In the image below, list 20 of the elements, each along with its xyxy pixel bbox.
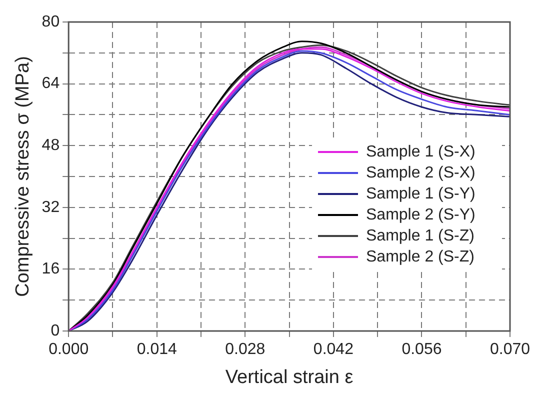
x-tick-label: 0.014 — [136, 341, 177, 358]
x-axis-title: Vertical strain ε — [225, 366, 354, 388]
y-tick-label: 0 — [50, 322, 60, 340]
x-tick-label: 0.000 — [48, 341, 89, 358]
legend-label: Sample 1 (S-X) — [366, 143, 476, 160]
y-axis-title: Compressive stress σ (MPa) — [12, 56, 34, 297]
legend-label: Sample 1 (S-Y) — [366, 185, 476, 202]
y-tick-label: 64 — [42, 75, 60, 92]
y-tick-label: 80 — [42, 13, 60, 30]
legend-label: Sample 2 (S-Z) — [366, 248, 474, 266]
legend-label: Sample 2 (S-Y) — [366, 206, 476, 224]
x-tick-label: 0.056 — [402, 341, 442, 358]
x-tick-label: 0.070 — [490, 341, 530, 358]
legend-label: Sample 1 (S-Z) — [366, 227, 474, 244]
y-tick-label: 32 — [42, 198, 60, 216]
y-tick-label: 48 — [42, 137, 60, 154]
y-tick-label: 16 — [42, 260, 60, 278]
x-tick-label: 0.042 — [313, 341, 354, 358]
x-tick-label: 0.028 — [225, 341, 266, 358]
legend-label: Sample 2 (S-X) — [366, 164, 476, 182]
